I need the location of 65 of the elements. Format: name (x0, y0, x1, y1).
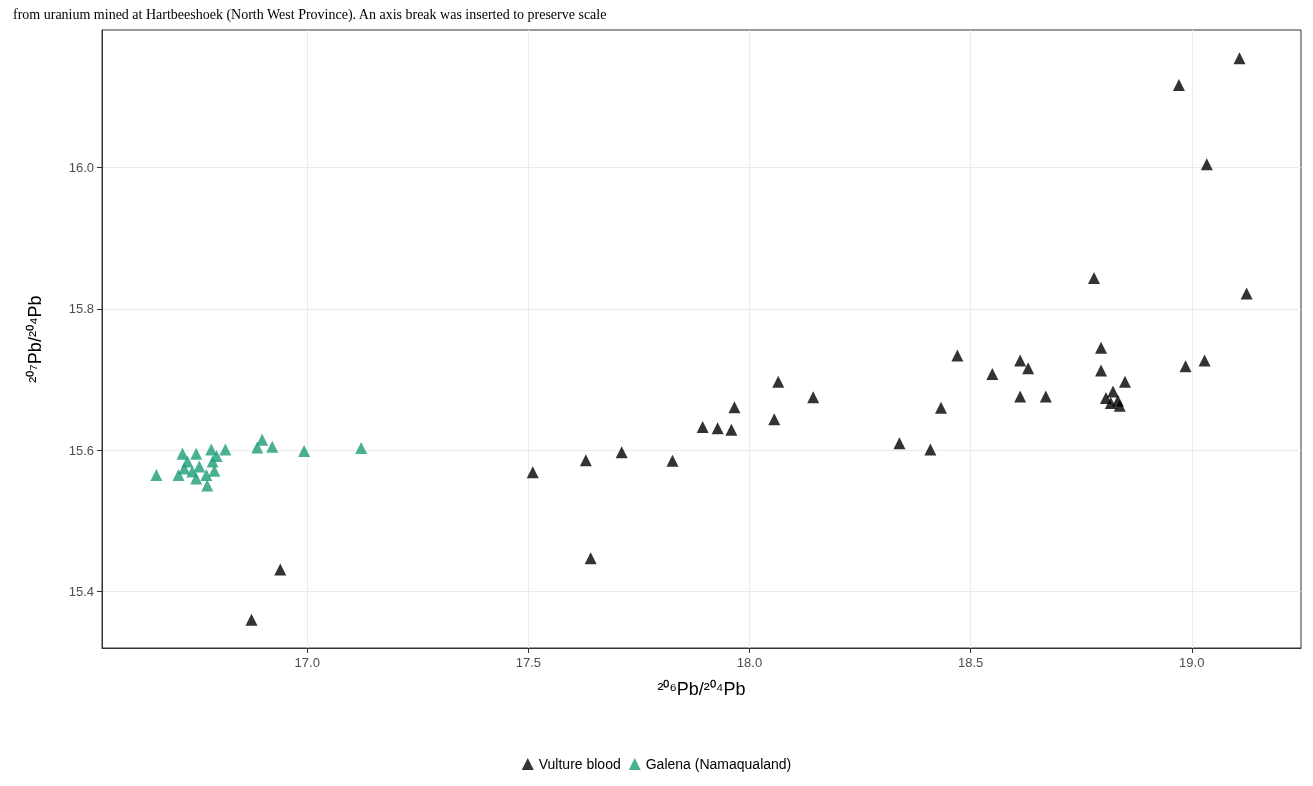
point (1107, 385, 1120, 398)
x-tick-label: 17.0 (294, 655, 320, 670)
x-tick-label: 19.0 (1179, 655, 1205, 670)
y-axis-title: ²⁰⁷Pb/²⁰⁴Pb (25, 295, 45, 383)
point (768, 413, 781, 426)
point (1118, 375, 1131, 388)
point (355, 442, 368, 455)
point (1179, 360, 1192, 373)
point (1095, 341, 1108, 354)
point (1014, 354, 1027, 367)
point (615, 446, 628, 459)
x-tick-label: 17.5 (515, 655, 542, 670)
y-tick-label: 15.4 (68, 584, 94, 599)
point (190, 472, 203, 485)
point (298, 444, 311, 457)
point (696, 420, 709, 433)
point (1200, 158, 1213, 171)
point (274, 563, 287, 576)
point (893, 437, 906, 450)
point (266, 440, 279, 453)
point (934, 401, 947, 414)
point (1022, 362, 1035, 375)
point (1095, 364, 1108, 377)
point (245, 613, 258, 626)
point (1240, 287, 1253, 300)
y-tick-label: 16.0 (68, 160, 94, 176)
x-tick-label: 18.5 (957, 655, 984, 670)
point (772, 375, 785, 388)
point (526, 466, 539, 479)
point (579, 454, 592, 467)
legend-label: Galena (Namaqualand) (645, 756, 792, 772)
point (208, 464, 221, 477)
point (150, 468, 163, 481)
point (807, 391, 820, 404)
point (200, 468, 213, 481)
x-axis-title: ²⁰⁶Pb/²⁰⁴Pb (657, 679, 746, 699)
point (256, 433, 269, 446)
point (1198, 354, 1211, 367)
point (1039, 390, 1052, 403)
point (205, 443, 218, 456)
point (176, 447, 189, 460)
point (193, 460, 206, 473)
point (1014, 390, 1027, 403)
point (219, 443, 232, 456)
chart-title: from uranium mined at Hartbeeshoek (North West Province). An axis break was inserted to preserve scale (13, 6, 607, 23)
point (1088, 271, 1101, 284)
point (986, 367, 999, 380)
point (201, 479, 214, 492)
y-tick-label: 15.6 (68, 442, 94, 458)
y-tick-label: 15.8 (68, 301, 94, 317)
point (1233, 52, 1246, 65)
point (666, 454, 679, 467)
legend-label: Vulture blood (538, 756, 621, 772)
x-tick-label: 18.0 (736, 655, 763, 670)
point (728, 401, 741, 414)
point (1172, 79, 1185, 92)
point (711, 422, 724, 435)
point (725, 423, 738, 436)
point (584, 552, 597, 565)
point (951, 349, 964, 362)
point (210, 449, 223, 462)
point (1111, 394, 1124, 407)
point (924, 443, 937, 456)
point (190, 447, 203, 460)
point (178, 462, 191, 475)
